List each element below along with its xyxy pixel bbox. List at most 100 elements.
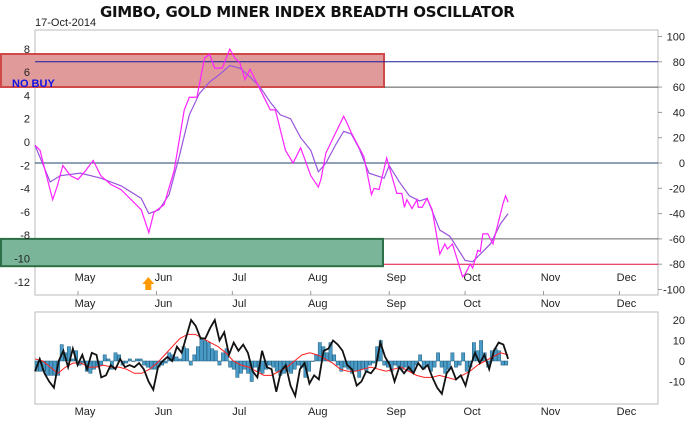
histogram-bar	[142, 360, 147, 366]
histogram-bar	[192, 354, 197, 362]
sub-month-label-bottom: Aug	[308, 406, 328, 418]
histogram-bar	[353, 360, 358, 372]
histogram-bar	[210, 348, 215, 362]
histogram-bar	[188, 360, 193, 366]
sub-month-label-top: Jun	[155, 298, 173, 310]
right-axis-tick: -100	[663, 285, 685, 297]
histogram-bar	[253, 360, 258, 368]
histogram-bar	[371, 360, 376, 364]
month-label: Nov	[541, 272, 561, 284]
histogram-bar	[102, 354, 107, 362]
sub-right-axis-tick: 20	[673, 315, 685, 327]
arrow-up-icon	[142, 277, 155, 290]
sub-right-axis-tick: -10	[669, 377, 685, 389]
sub-month-label-top: Jul	[232, 298, 246, 310]
histogram-bar	[325, 352, 329, 362]
histogram-bar	[368, 360, 372, 366]
histogram-bar	[497, 350, 501, 362]
sub-right-axis-tick: 10	[673, 336, 685, 348]
sub-month-label-bottom: Nov	[541, 406, 561, 418]
month-label: Oct	[464, 272, 481, 284]
histogram-bar	[203, 340, 207, 362]
right-axis-tick: 100	[667, 32, 685, 44]
histogram-bar	[396, 360, 401, 368]
sub-month-label-top: May	[75, 298, 96, 310]
histogram-bar	[106, 358, 111, 362]
left-axis-tick: 6	[24, 67, 30, 79]
right-axis-tick: 60	[673, 82, 685, 94]
histogram-bar	[174, 356, 179, 362]
series-fast-line	[34, 47, 509, 278]
left-axis-tick: -12	[14, 277, 30, 289]
histogram-bar	[92, 360, 96, 370]
histogram-bar	[400, 360, 405, 370]
left-axis-tick: 8	[24, 44, 30, 56]
histogram-bar	[138, 358, 143, 362]
sub-month-label-bottom: Sep	[386, 406, 406, 418]
histogram-bar	[317, 342, 322, 362]
histogram-bar	[436, 352, 440, 362]
histogram-bar	[432, 360, 437, 368]
histogram-bar	[457, 360, 462, 366]
histogram-bar	[260, 360, 265, 374]
histogram-bar	[131, 360, 136, 362]
histogram-bar	[310, 360, 315, 362]
left-axis-tick: -6	[20, 207, 30, 219]
histogram-bar	[289, 360, 294, 374]
month-label: Jul	[232, 272, 246, 284]
right-axis-tick: 80	[673, 57, 685, 69]
series-slow-line	[34, 64, 509, 263]
histogram-bar	[461, 352, 466, 362]
left-axis-tick: 2	[24, 114, 30, 126]
histogram-bar	[335, 360, 340, 366]
left-axis-tick: -8	[20, 230, 30, 242]
no-buy-label: NO BUY	[12, 78, 55, 90]
histogram-bar	[504, 360, 509, 366]
sub-plot-frame	[34, 311, 659, 405]
sub-month-label-top: Aug	[308, 298, 328, 310]
chart-title: GIMBO, GOLD MINER INDEX BREADTH OSCILLAT…	[100, 3, 515, 21]
right-axis-tick: -80	[669, 259, 685, 271]
histogram-bar	[382, 360, 387, 366]
month-label: Aug	[308, 272, 328, 284]
histogram-bar	[127, 358, 132, 362]
sub-month-label-top: Nov	[541, 298, 561, 310]
histogram-bar	[235, 360, 240, 378]
histogram-bar	[472, 342, 476, 362]
sub-month-label-bottom: Dec	[617, 406, 637, 418]
histogram-bar	[443, 360, 448, 374]
histogram-bar	[199, 338, 204, 362]
histogram-bar	[403, 360, 408, 368]
histogram-bar	[70, 358, 75, 362]
month-label: May	[75, 272, 96, 284]
histogram-bar	[307, 360, 311, 372]
left-axis-tick: 0	[24, 137, 30, 149]
histogram-bar	[221, 352, 225, 362]
right-axis-tick: 0	[679, 158, 685, 170]
histogram-bar	[242, 360, 247, 370]
histogram-bar	[454, 360, 458, 368]
sub-month-label-top: Oct	[464, 298, 481, 310]
histogram-bar	[360, 360, 365, 370]
left-axis-tick: -10	[14, 254, 30, 266]
left-axis-tick: -4	[20, 184, 30, 196]
histogram-bar	[271, 360, 276, 368]
left-axis-tick: 4	[24, 90, 30, 102]
histogram-bar	[217, 360, 222, 366]
no-buy-zone	[0, 53, 385, 88]
sub-right-axis-tick: 0	[679, 356, 685, 368]
month-label: Dec	[617, 272, 637, 284]
right-axis-tick: 40	[673, 107, 685, 119]
histogram-bar	[357, 360, 362, 378]
histogram-bar	[99, 360, 104, 366]
histogram-bar	[124, 360, 129, 364]
sub-month-label-bottom: Oct	[464, 406, 481, 418]
histogram-bar	[113, 352, 118, 362]
histogram-bar	[500, 360, 505, 366]
histogram-bar	[364, 360, 369, 372]
histogram-bar	[439, 360, 444, 368]
right-axis-tick: -20	[669, 183, 685, 195]
sub-month-label-top: Sep	[386, 298, 406, 310]
histogram-bar	[267, 360, 272, 366]
histogram-bar	[145, 360, 150, 368]
